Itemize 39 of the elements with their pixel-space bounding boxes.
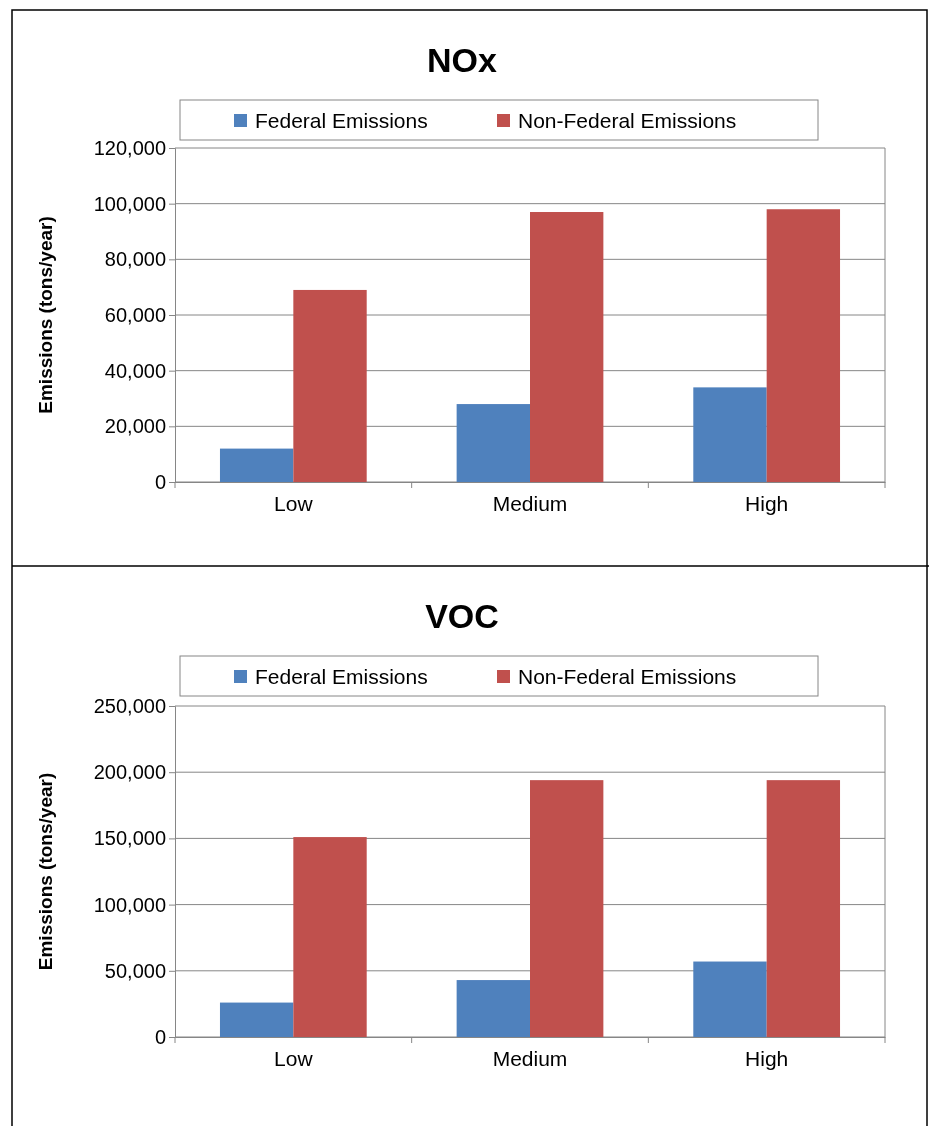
bar bbox=[693, 961, 767, 1037]
y-tick-label: 100,000 bbox=[93, 893, 166, 916]
x-tick-label: High bbox=[745, 491, 789, 515]
legend-label: Federal Emissions bbox=[255, 109, 428, 132]
bar bbox=[530, 212, 604, 482]
y-tick-label: 0 bbox=[154, 1025, 166, 1048]
y-tick-label: 80,000 bbox=[104, 248, 166, 271]
bar bbox=[693, 387, 767, 482]
bar bbox=[219, 1002, 294, 1037]
chart-title: VOC bbox=[425, 597, 499, 635]
y-axis-title: Emissions (tons/year) bbox=[35, 772, 56, 971]
y-tick-label: 150,000 bbox=[93, 827, 166, 850]
y-tick-label: 40,000 bbox=[104, 359, 166, 382]
y-tick-label: 200,000 bbox=[93, 761, 166, 784]
legend-label: Non-Federal Emissions bbox=[518, 665, 737, 688]
y-axis-title: Emissions (tons/year) bbox=[35, 216, 56, 414]
chart-title: NOx bbox=[427, 41, 498, 79]
bar bbox=[766, 780, 841, 1037]
bar bbox=[456, 980, 530, 1037]
x-tick-label: Medium bbox=[492, 491, 568, 515]
x-tick-label: Low bbox=[274, 1046, 314, 1070]
y-tick-label: 100,000 bbox=[93, 192, 166, 215]
bar bbox=[293, 837, 367, 1037]
y-tick-label: 60,000 bbox=[104, 303, 166, 326]
bar bbox=[219, 448, 294, 482]
bar bbox=[530, 780, 604, 1037]
bar bbox=[293, 289, 367, 482]
legend-label: Non-Federal Emissions bbox=[518, 109, 737, 132]
y-tick-label: 120,000 bbox=[93, 136, 166, 159]
y-tick-label: 20,000 bbox=[104, 415, 166, 438]
x-tick-label: Medium bbox=[492, 1046, 568, 1070]
x-tick-label: High bbox=[745, 1046, 789, 1070]
y-tick-label: 50,000 bbox=[104, 959, 166, 982]
bar bbox=[456, 404, 530, 482]
legend-label: Federal Emissions bbox=[255, 665, 428, 688]
y-tick-label: 250,000 bbox=[93, 694, 166, 717]
bar bbox=[766, 209, 841, 482]
x-tick-label: Low bbox=[274, 491, 314, 515]
y-tick-label: 0 bbox=[154, 470, 166, 493]
